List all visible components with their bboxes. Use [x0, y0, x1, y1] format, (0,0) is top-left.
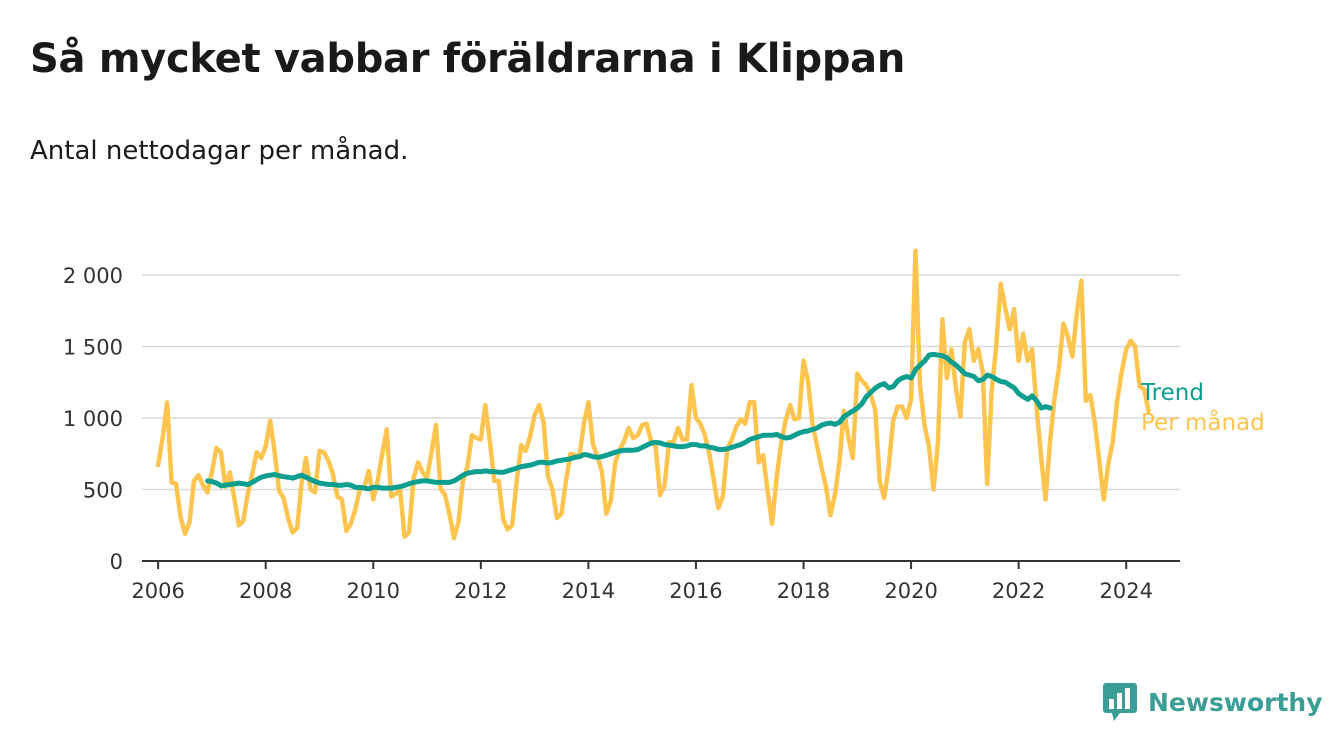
series-line-per-m-nad: [155, 248, 1151, 541]
chart-subtitle: Antal nettodagar per månad.: [30, 136, 409, 166]
brand-logo[interactable]: Newsworthy: [1102, 682, 1323, 722]
series-label-per-manad: Per månad: [1141, 408, 1265, 436]
series-line-trend: [205, 351, 1053, 492]
x-tick-label: 2014: [562, 579, 615, 603]
y-tick-label: 2 000: [63, 264, 123, 288]
series-label-trend: Trend: [1140, 380, 1204, 406]
x-tick-label: 2020: [884, 579, 937, 603]
x-tick-label: 2008: [239, 579, 292, 603]
x-tick-label: 2024: [1099, 579, 1152, 603]
newsworthy-logo-icon: [1103, 683, 1137, 721]
y-tick-label: 1 500: [63, 336, 123, 360]
x-tick-label: 2012: [454, 579, 507, 603]
chart-title: Så mycket vabbar föräldrarna i Klippan: [30, 36, 906, 82]
y-tick-label: 1 000: [63, 407, 123, 431]
x-tick-label: 2022: [992, 579, 1045, 603]
x-tick-label: 2006: [131, 579, 184, 603]
y-tick-label: 0: [110, 550, 123, 574]
x-tick-label: 2018: [777, 579, 830, 603]
x-tick-label: 2016: [669, 579, 722, 603]
y-tick-label: 500: [83, 479, 123, 503]
brand-name: Newsworthy: [1148, 687, 1323, 717]
x-tick-label: 2010: [347, 579, 400, 603]
